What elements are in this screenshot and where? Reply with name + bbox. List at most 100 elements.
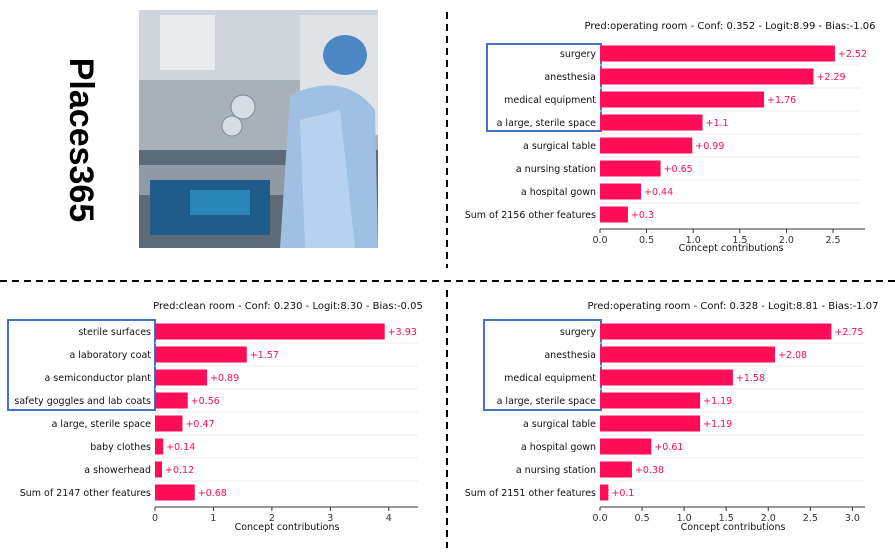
x-tick-label: 0 — [152, 513, 158, 524]
category-label: a hospital gown — [521, 442, 596, 453]
bar — [600, 461, 632, 478]
category-label: surgery — [560, 327, 596, 338]
x-tick-label: 1.5 — [732, 235, 747, 246]
value-label: +0.47 — [185, 419, 214, 430]
category-label: safety goggles and lab coats — [14, 396, 151, 407]
x-tick-label: 3.0 — [845, 513, 860, 524]
bar — [600, 323, 832, 340]
chart-bottom-right: Pred:operating room - Conf: 0.328 - Logi… — [465, 301, 879, 533]
category-label: baby clothes — [90, 442, 151, 453]
value-label: +0.99 — [695, 141, 724, 152]
value-label: +1.19 — [703, 396, 732, 407]
bar — [600, 183, 642, 200]
bar — [600, 160, 661, 177]
category-label: a nursing station — [516, 465, 596, 476]
bar — [600, 114, 703, 131]
category-label: a large, sterile space — [497, 118, 597, 129]
category-label: a large, sterile space — [52, 419, 152, 430]
x-tick-label: 1.5 — [719, 513, 734, 524]
highlight-box — [483, 319, 602, 411]
value-label: +0.65 — [664, 164, 693, 175]
chart-title: Pred:clean room - Conf: 0.230 - Logit:8.… — [153, 301, 423, 312]
x-tick-label: 0.5 — [639, 235, 654, 246]
x-axis-label: Concept contributions — [235, 522, 340, 533]
value-label: +0.56 — [191, 396, 220, 407]
bar — [155, 484, 195, 501]
category-label: Sum of 2147 other features — [20, 488, 151, 499]
value-label: +0.44 — [644, 187, 673, 198]
bar — [600, 68, 814, 85]
bar — [155, 415, 183, 432]
value-label: +3.93 — [388, 327, 417, 338]
x-tick-label: 1.0 — [686, 235, 701, 246]
chart-title: Pred:operating room - Conf: 0.352 - Logi… — [585, 21, 876, 32]
value-label: +2.08 — [778, 350, 807, 361]
bar — [155, 323, 385, 340]
bar — [600, 438, 652, 455]
value-label: +0.12 — [165, 465, 194, 476]
category-label: anesthesia — [544, 350, 596, 361]
bar — [600, 415, 701, 432]
category-label: sterile surfaces — [78, 327, 151, 338]
x-axis-label: Concept contributions — [681, 522, 786, 533]
bar — [600, 392, 701, 409]
x-tick-label: 2.5 — [803, 513, 818, 524]
value-label: +2.29 — [816, 72, 845, 83]
value-label: +2.75 — [834, 327, 863, 338]
category-label: a showerhead — [84, 465, 151, 476]
value-label: +0.14 — [166, 442, 195, 453]
x-tick-label: 2.0 — [779, 235, 794, 246]
x-tick-label: 4 — [386, 513, 392, 524]
value-label: +1.76 — [767, 95, 796, 106]
x-tick-label: 2 — [269, 513, 275, 524]
chart-title: Pred:operating room - Conf: 0.328 - Logi… — [588, 301, 879, 312]
bar — [600, 206, 628, 223]
value-label: +0.89 — [210, 373, 239, 384]
bar — [155, 369, 208, 386]
category-label: Sum of 2151 other features — [465, 488, 596, 499]
value-label: +0.68 — [198, 488, 227, 499]
bar — [155, 392, 188, 409]
bar — [155, 438, 164, 455]
dataset-label: Places365 — [62, 58, 100, 223]
category-label: a nursing station — [516, 164, 596, 175]
category-label: a surgical table — [523, 141, 596, 152]
value-label: +0.3 — [631, 210, 654, 221]
category-label: a laboratory coat — [69, 350, 151, 361]
x-tick-label: 0.0 — [592, 513, 607, 524]
x-axis-label: Concept contributions — [679, 243, 784, 254]
bar — [155, 346, 247, 363]
x-tick-label: 1.0 — [677, 513, 692, 524]
category-label: a surgical table — [523, 419, 596, 430]
category-label: a large, sterile space — [497, 396, 597, 407]
value-label: +1.1 — [706, 118, 729, 129]
category-label: medical equipment — [504, 95, 596, 106]
bar — [600, 369, 733, 386]
category-label: a semiconductor plant — [44, 373, 151, 384]
value-label: +1.57 — [250, 350, 279, 361]
value-label: +0.1 — [611, 488, 634, 499]
value-label: +1.19 — [703, 419, 732, 430]
x-tick-label: 1 — [210, 513, 216, 524]
category-label: Sum of 2156 other features — [465, 210, 596, 221]
bar — [600, 346, 775, 363]
x-tick-label: 2.0 — [761, 513, 776, 524]
x-tick-label: 0.0 — [592, 235, 607, 246]
x-tick-label: 0.5 — [635, 513, 650, 524]
x-tick-label: 2.5 — [825, 235, 840, 246]
value-label: +2.52 — [838, 49, 867, 60]
category-label: surgery — [560, 49, 596, 60]
bar — [600, 137, 693, 154]
category-label: medical equipment — [504, 373, 596, 384]
value-label: +0.38 — [635, 465, 664, 476]
bar — [600, 45, 835, 62]
category-label: a hospital gown — [521, 187, 596, 198]
highlight-box — [7, 319, 156, 411]
value-label: +1.58 — [736, 373, 765, 384]
bar — [600, 91, 765, 108]
bar — [155, 461, 163, 478]
x-tick-label: 3 — [327, 513, 333, 524]
category-label: anesthesia — [544, 72, 596, 83]
bar — [600, 484, 609, 501]
